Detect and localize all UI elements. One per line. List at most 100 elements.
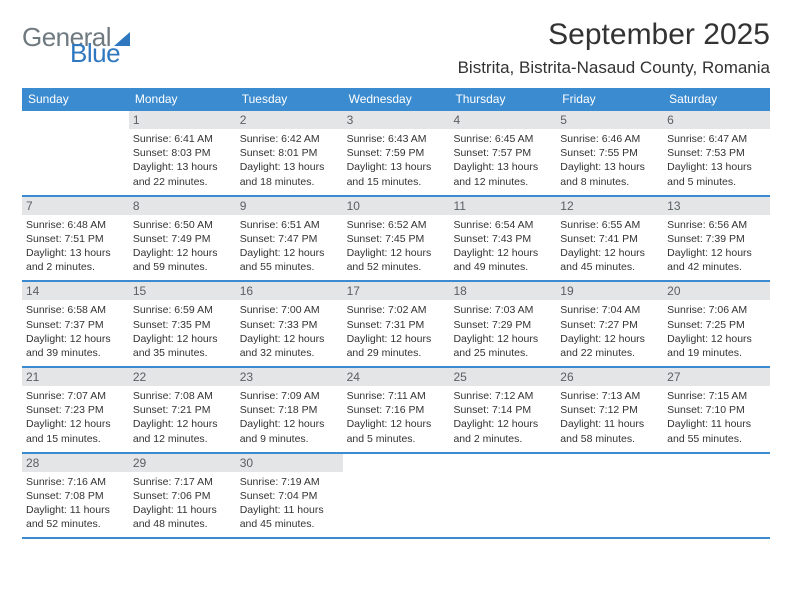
day-details: Sunrise: 7:02 AMSunset: 7:31 PMDaylight:… (347, 303, 446, 360)
day-cell: 9 Sunrise: 6:51 AMSunset: 7:47 PMDaylight… (236, 197, 343, 281)
logo: General Blue (22, 18, 130, 64)
day-cell: 15 Sunrise: 6:59 AMSunset: 7:35 PMDayligh… (129, 282, 236, 366)
day-details: Sunrise: 6:51 AMSunset: 7:47 PMDaylight:… (240, 218, 339, 275)
day-number: 4 (449, 111, 556, 129)
day-number: 18 (449, 282, 556, 300)
day-cell (22, 111, 129, 195)
day-number: 24 (343, 368, 450, 386)
day-number: 17 (343, 282, 450, 300)
week-row: 7 Sunrise: 6:48 AMSunset: 7:51 PMDaylight… (22, 197, 770, 283)
day-details: Sunrise: 7:13 AMSunset: 7:12 PMDaylight:… (560, 389, 659, 446)
day-number: 25 (449, 368, 556, 386)
day-details: Sunrise: 6:42 AMSunset: 8:01 PMDaylight:… (240, 132, 339, 189)
weekday-header: Friday (556, 88, 663, 111)
day-details: Sunrise: 7:11 AMSunset: 7:16 PMDaylight:… (347, 389, 446, 446)
day-details: Sunrise: 7:09 AMSunset: 7:18 PMDaylight:… (240, 389, 339, 446)
day-details: Sunrise: 6:59 AMSunset: 7:35 PMDaylight:… (133, 303, 232, 360)
day-number: 19 (556, 282, 663, 300)
day-number: 9 (236, 197, 343, 215)
day-details: Sunrise: 6:58 AMSunset: 7:37 PMDaylight:… (26, 303, 125, 360)
day-number: 1 (129, 111, 236, 129)
day-number: 23 (236, 368, 343, 386)
weekday-header: Monday (129, 88, 236, 111)
day-cell: 19 Sunrise: 7:04 AMSunset: 7:27 PMDayligh… (556, 282, 663, 366)
day-cell: 28 Sunrise: 7:16 AMSunset: 7:08 PMDayligh… (22, 454, 129, 538)
day-details: Sunrise: 7:15 AMSunset: 7:10 PMDaylight:… (667, 389, 766, 446)
header: General Blue September 2025 Bistrita, Bi… (22, 18, 770, 78)
day-number: 27 (663, 368, 770, 386)
day-details: Sunrise: 7:19 AMSunset: 7:04 PMDaylight:… (240, 475, 339, 532)
day-number: 21 (22, 368, 129, 386)
day-cell: 12Sunrise: 6:55 AMSunset: 7:41 PMDayligh… (556, 197, 663, 281)
day-number: 30 (236, 454, 343, 472)
day-number: 12 (556, 197, 663, 215)
day-cell: 27 Sunrise: 7:15 AMSunset: 7:10 PMDayligh… (663, 368, 770, 452)
week-row: 28 Sunrise: 7:16 AMSunset: 7:08 PMDayligh… (22, 454, 770, 540)
day-cell: 14 Sunrise: 6:58 AMSunset: 7:37 PMDayligh… (22, 282, 129, 366)
day-cell (556, 454, 663, 538)
day-cell: 6 Sunrise: 6:47 AMSunset: 7:53 PMDaylight… (663, 111, 770, 195)
day-details: Sunrise: 6:43 AMSunset: 7:59 PMDaylight:… (347, 132, 446, 189)
day-details: Sunrise: 6:56 AMSunset: 7:39 PMDaylight:… (667, 218, 766, 275)
day-details: Sunrise: 6:50 AMSunset: 7:49 PMDaylight:… (133, 218, 232, 275)
weeks-container: 1Sunrise: 6:41 AMSunset: 8:03 PMDaylight… (22, 111, 770, 539)
day-cell: 17 Sunrise: 7:02 AMSunset: 7:31 PMDayligh… (343, 282, 450, 366)
day-details: Sunrise: 6:46 AMSunset: 7:55 PMDaylight:… (560, 132, 659, 189)
week-row: 1Sunrise: 6:41 AMSunset: 8:03 PMDaylight… (22, 111, 770, 197)
weekday-header: Saturday (663, 88, 770, 111)
day-cell: 7 Sunrise: 6:48 AMSunset: 7:51 PMDaylight… (22, 197, 129, 281)
day-number: 26 (556, 368, 663, 386)
day-details: Sunrise: 7:00 AMSunset: 7:33 PMDaylight:… (240, 303, 339, 360)
day-number: 10 (343, 197, 450, 215)
day-details: Sunrise: 7:03 AMSunset: 7:29 PMDaylight:… (453, 303, 552, 360)
day-cell: 25 Sunrise: 7:12 AMSunset: 7:14 PMDayligh… (449, 368, 556, 452)
day-number: 6 (663, 111, 770, 129)
day-cell: 3Sunrise: 6:43 AMSunset: 7:59 PMDaylight… (343, 111, 450, 195)
day-details: Sunrise: 7:04 AMSunset: 7:27 PMDaylight:… (560, 303, 659, 360)
day-number: 7 (22, 197, 129, 215)
month-title: September 2025 (458, 18, 770, 52)
day-details: Sunrise: 7:17 AMSunset: 7:06 PMDaylight:… (133, 475, 232, 532)
day-details: Sunrise: 7:08 AMSunset: 7:21 PMDaylight:… (133, 389, 232, 446)
day-cell: 20 Sunrise: 7:06 AMSunset: 7:25 PMDayligh… (663, 282, 770, 366)
day-number: 20 (663, 282, 770, 300)
day-details: Sunrise: 6:45 AMSunset: 7:57 PMDaylight:… (453, 132, 552, 189)
day-number: 28 (22, 454, 129, 472)
day-number: 29 (129, 454, 236, 472)
day-number: 5 (556, 111, 663, 129)
day-cell: 18 Sunrise: 7:03 AMSunset: 7:29 PMDayligh… (449, 282, 556, 366)
weekday-header: Sunday (22, 88, 129, 111)
day-cell (663, 454, 770, 538)
day-number: 14 (22, 282, 129, 300)
day-cell: 10Sunrise: 6:52 AMSunset: 7:45 PMDayligh… (343, 197, 450, 281)
week-row: 14 Sunrise: 6:58 AMSunset: 7:37 PMDayligh… (22, 282, 770, 368)
day-cell: 11Sunrise: 6:54 AMSunset: 7:43 PMDayligh… (449, 197, 556, 281)
day-number: 8 (129, 197, 236, 215)
day-number: 16 (236, 282, 343, 300)
day-details: Sunrise: 6:48 AMSunset: 7:51 PMDaylight:… (26, 218, 125, 275)
day-details: Sunrise: 6:47 AMSunset: 7:53 PMDaylight:… (667, 132, 766, 189)
day-details: Sunrise: 7:06 AMSunset: 7:25 PMDaylight:… (667, 303, 766, 360)
day-cell (449, 454, 556, 538)
weekday-header-row: SundayMondayTuesdayWednesdayThursdayFrid… (22, 88, 770, 111)
day-cell: 24 Sunrise: 7:11 AMSunset: 7:16 PMDayligh… (343, 368, 450, 452)
day-number: 2 (236, 111, 343, 129)
weekday-header: Wednesday (343, 88, 450, 111)
day-number: 11 (449, 197, 556, 215)
day-details: Sunrise: 7:07 AMSunset: 7:23 PMDaylight:… (26, 389, 125, 446)
weekday-header: Tuesday (236, 88, 343, 111)
day-cell: 1Sunrise: 6:41 AMSunset: 8:03 PMDaylight… (129, 111, 236, 195)
day-cell: 2 Sunrise: 6:42 AMSunset: 8:01 PMDaylight… (236, 111, 343, 195)
day-cell: 5 Sunrise: 6:46 AMSunset: 7:55 PMDaylight… (556, 111, 663, 195)
day-details: Sunrise: 7:12 AMSunset: 7:14 PMDaylight:… (453, 389, 552, 446)
day-cell: 4 Sunrise: 6:45 AMSunset: 7:57 PMDaylight… (449, 111, 556, 195)
day-cell: 16 Sunrise: 7:00 AMSunset: 7:33 PMDayligh… (236, 282, 343, 366)
location-text: Bistrita, Bistrita-Nasaud County, Romani… (458, 58, 770, 78)
day-number: 13 (663, 197, 770, 215)
day-cell: 13 Sunrise: 6:56 AMSunset: 7:39 PMDayligh… (663, 197, 770, 281)
day-cell: 29 Sunrise: 7:17 AMSunset: 7:06 PMDayligh… (129, 454, 236, 538)
day-details: Sunrise: 7:16 AMSunset: 7:08 PMDaylight:… (26, 475, 125, 532)
day-number: 15 (129, 282, 236, 300)
day-cell: 21 Sunrise: 7:07 AMSunset: 7:23 PMDayligh… (22, 368, 129, 452)
day-cell: 22Sunrise: 7:08 AMSunset: 7:21 PMDayligh… (129, 368, 236, 452)
